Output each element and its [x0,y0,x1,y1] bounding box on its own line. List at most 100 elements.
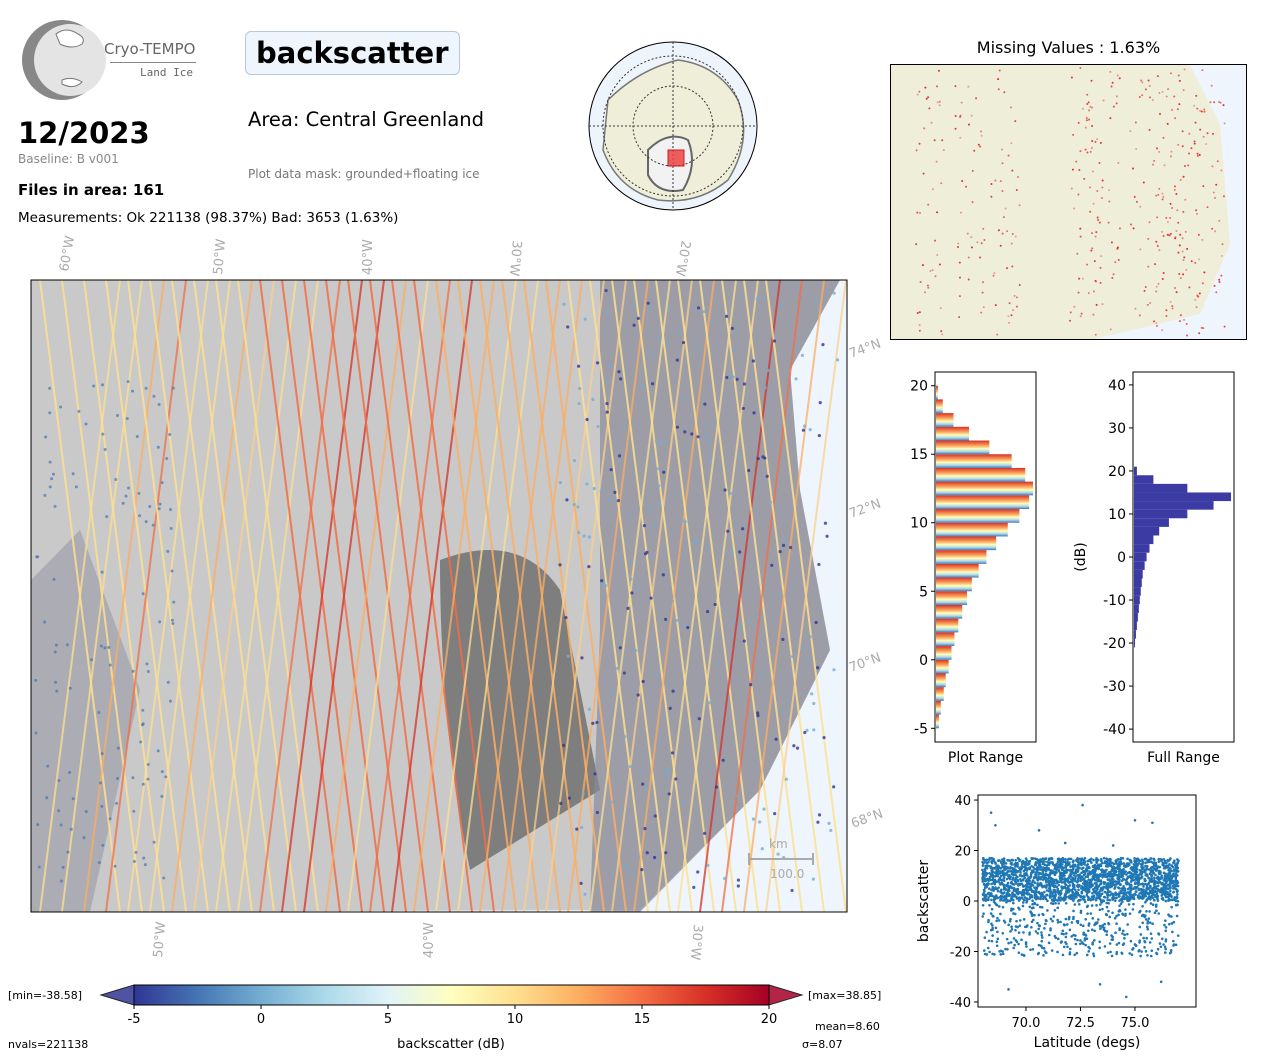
coastal-point [675,425,680,429]
scatter-point [1096,885,1100,889]
missing-point [1096,216,1099,219]
scatter-point [1058,877,1062,880]
missing-point [997,88,1000,91]
scatter-point [1022,918,1026,921]
scatter-point [1133,878,1136,882]
coastal-point [763,386,767,390]
scatter-point [1091,891,1094,895]
coastal-point [158,502,162,506]
scatter-point [1164,929,1167,933]
coastal-point [656,501,661,506]
scatter-point [996,930,999,934]
missing-point [921,264,924,267]
scatter-point [1006,884,1009,887]
coastal-point [609,800,613,804]
lon-label-top: 40°W [361,239,376,275]
scatter-point [1071,891,1075,894]
missing-map-border [890,64,1247,340]
coastal-point [629,559,633,564]
scatter-point [1120,951,1124,955]
coastal-point [781,543,786,548]
scatter-point [1020,866,1024,870]
scatter-point [1143,870,1146,874]
scatter-point [1147,876,1150,880]
coastal-point [37,865,41,869]
missing-point [1187,164,1190,167]
scatter-point [1157,869,1161,873]
scatter-point [1142,888,1145,891]
missing-point [966,232,969,235]
missing-point [1084,126,1087,129]
missing-point [1101,186,1104,189]
scatter-point [994,926,998,930]
hist-ytick-label: -10 [1103,593,1126,609]
scatter-point [1056,950,1059,954]
scatter-point [1155,868,1158,871]
scatter-point [1148,872,1152,876]
scatter-point [1014,858,1018,862]
coastal-point [628,765,632,769]
missing-point [918,142,921,145]
scatter-point [1016,861,1019,865]
scatter-point [991,876,995,880]
coastal-point [714,634,718,638]
colorbar-tick-label: 5 [384,1012,392,1027]
scatter-point [1099,882,1103,885]
scatter-point [1019,877,1022,881]
coastal-point [803,730,807,735]
coastal-point [169,508,173,512]
scatter-point [1153,861,1156,864]
missing-values-map [890,64,1247,340]
data-mask-label: Plot data mask: grounded+floating ice [248,167,480,181]
hist-bar [936,550,987,564]
coastal-point [146,763,150,767]
scatter-point [1141,921,1144,925]
coastal-point [791,654,795,659]
scatter-point [1094,869,1097,873]
scatter-point [1114,883,1118,886]
scatter-outlier [989,811,993,814]
missing-point [927,286,930,289]
scatter-point [1021,878,1025,881]
scatter-point [994,873,998,877]
coastal-point [751,817,756,821]
missing-point [994,179,997,182]
lon-label-top: 30°W [506,240,524,277]
missing-point [927,96,930,99]
coastal-point [761,455,765,459]
scatter-point [1174,864,1177,867]
missing-point [1080,312,1083,315]
scatter-point [1141,882,1144,886]
missing-point [1016,175,1019,178]
scatter-point [1085,937,1089,941]
scatter-point [1101,907,1104,911]
scatter-point [1128,894,1132,897]
coastal-point [53,504,57,508]
scatter-point [1086,859,1090,863]
coastal-point [132,860,136,864]
scatter-point [1016,875,1019,879]
missing-point [930,121,933,124]
coastal-point [141,708,145,712]
scatter-point [1130,865,1134,869]
scatter-point [1150,877,1154,880]
scale-value: 100.0 [770,867,804,881]
scatter-point [1010,886,1014,890]
scatter-point [1097,896,1101,900]
scatter-xtick-label: 70.0 [1011,1016,1040,1031]
scatter-point [1163,951,1167,954]
coastal-point [141,782,145,786]
missing-point [1206,132,1209,135]
coastal-point [92,384,96,388]
scatter-point [1095,897,1098,900]
coastal-point [674,777,678,781]
scatter-point [1031,870,1035,874]
missing-point [1165,95,1168,98]
scatter-point [1171,930,1174,934]
scatter-point [1175,874,1179,877]
scatter-point [1003,865,1007,868]
scatter-point [1172,920,1176,924]
scatter-point [1041,912,1044,916]
scatter-point [1025,890,1029,893]
scatter-point [1087,890,1091,894]
